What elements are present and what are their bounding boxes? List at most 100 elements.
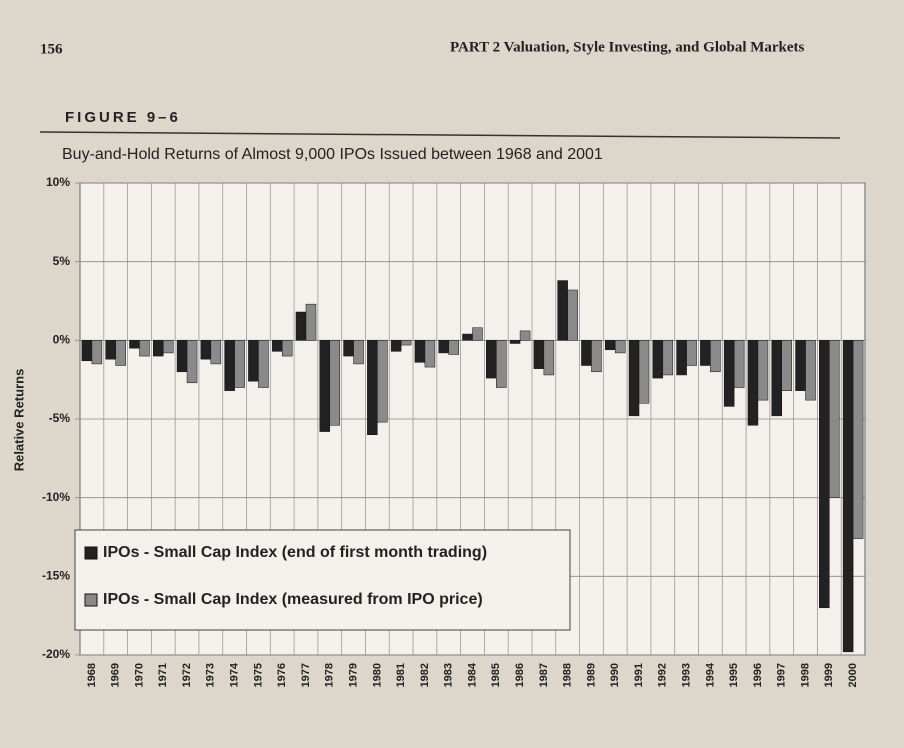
- x-tick-label: 1976: [276, 663, 288, 687]
- bar: [747, 340, 759, 426]
- x-tick-label: 2000: [847, 663, 859, 687]
- y-tick-label: -20%: [42, 647, 70, 661]
- bar: [496, 340, 507, 388]
- bar: [805, 340, 816, 401]
- bar: [139, 340, 150, 357]
- x-tick-label: 1970: [133, 663, 145, 687]
- bar: [509, 340, 521, 344]
- x-tick-label: 1983: [443, 663, 455, 687]
- legend-label: IPOs - Small Cap Index (measured from IP…: [103, 591, 483, 608]
- x-tick-label: 1998: [799, 663, 811, 687]
- bar: [105, 340, 116, 360]
- bar: [852, 340, 864, 539]
- bar: [781, 340, 792, 391]
- bar: [424, 340, 436, 368]
- x-tick-label: 1979: [347, 663, 359, 687]
- bar: [200, 340, 212, 360]
- bar: [700, 340, 711, 366]
- bar: [581, 340, 592, 366]
- bar: [676, 340, 687, 376]
- bar: [390, 340, 402, 352]
- bar: [210, 340, 222, 365]
- y-tick-label: -15%: [42, 569, 70, 583]
- x-tick-label: 1994: [704, 662, 716, 687]
- bar: [115, 340, 126, 366]
- bar: [686, 340, 697, 366]
- bar: [557, 280, 568, 341]
- bar: [186, 340, 198, 384]
- bar: [129, 340, 140, 349]
- y-tick-label: 0%: [53, 333, 71, 347]
- bar: [614, 340, 626, 354]
- bar: [234, 340, 245, 388]
- x-tick-label: 1987: [538, 663, 550, 687]
- bar: [271, 340, 283, 352]
- bar: [795, 340, 806, 391]
- bar: [353, 340, 364, 365]
- x-tick-label: 1968: [86, 663, 98, 687]
- bar: [757, 340, 769, 401]
- chart-title: Buy-and-Hold Returns of Almost 9,000 IPO…: [62, 146, 603, 163]
- x-tick-label: 1999: [823, 663, 835, 687]
- bar: [224, 340, 235, 391]
- y-tick-label: -5%: [49, 411, 71, 425]
- bar: [543, 340, 555, 376]
- x-tick-label: 1991: [633, 663, 645, 687]
- x-tick-label: 1969: [110, 663, 122, 687]
- bar: [91, 340, 103, 365]
- x-tick-label: 1992: [657, 663, 669, 687]
- figure-label: FIGURE 9–6: [65, 109, 181, 126]
- bar: [248, 340, 259, 382]
- page-number: 156: [40, 41, 63, 57]
- bar: [258, 340, 269, 388]
- bar: [519, 330, 531, 341]
- bar: [819, 340, 830, 609]
- x-tick-label: 1972: [181, 663, 193, 687]
- bar: [591, 340, 602, 373]
- x-tick-label: 1993: [680, 663, 692, 687]
- bar: [281, 340, 293, 357]
- running-head: PART 2 Valuation, Style Investing, and G…: [450, 39, 805, 55]
- bar: [472, 327, 483, 341]
- bar: [652, 340, 664, 379]
- x-tick-label: 1997: [776, 663, 788, 687]
- y-tick-label: 5%: [53, 254, 71, 268]
- bar: [533, 340, 545, 369]
- bar: [176, 340, 188, 373]
- bar: [842, 340, 854, 653]
- bar: [710, 340, 721, 373]
- legend-box: [74, 529, 571, 631]
- bar: [733, 340, 745, 388]
- bar: [305, 303, 317, 341]
- x-tick-label: 1988: [562, 663, 574, 687]
- x-tick-label: 1986: [514, 663, 526, 687]
- bar: [771, 340, 782, 417]
- x-tick-label: 1990: [609, 663, 621, 687]
- bar: [400, 340, 412, 346]
- x-tick-label: 1971: [157, 663, 169, 687]
- x-tick-label: 1978: [324, 663, 336, 687]
- x-tick-label: 1980: [371, 663, 383, 687]
- bar: [462, 333, 473, 341]
- bar: [367, 340, 378, 435]
- bar: [829, 340, 840, 498]
- bar: [163, 340, 174, 354]
- bar: [153, 340, 164, 357]
- bar: [567, 289, 578, 341]
- x-tick-label: 1995: [728, 663, 740, 687]
- bar: [628, 340, 640, 417]
- bar: [438, 340, 449, 354]
- x-tick-label: 1985: [490, 663, 502, 687]
- bar: [604, 340, 616, 351]
- x-tick-label: 1981: [395, 663, 407, 687]
- rule: [39, 131, 841, 139]
- bar: [343, 340, 354, 357]
- y-axis-label: Relative Returns: [11, 369, 26, 472]
- bar: [662, 340, 674, 376]
- y-tick-label: 10%: [46, 175, 70, 189]
- legend-label: IPOs - Small Cap Index (end of first mon…: [103, 544, 487, 561]
- bar: [448, 340, 459, 355]
- bar: [295, 311, 307, 341]
- y-tick-label: -10%: [42, 490, 70, 504]
